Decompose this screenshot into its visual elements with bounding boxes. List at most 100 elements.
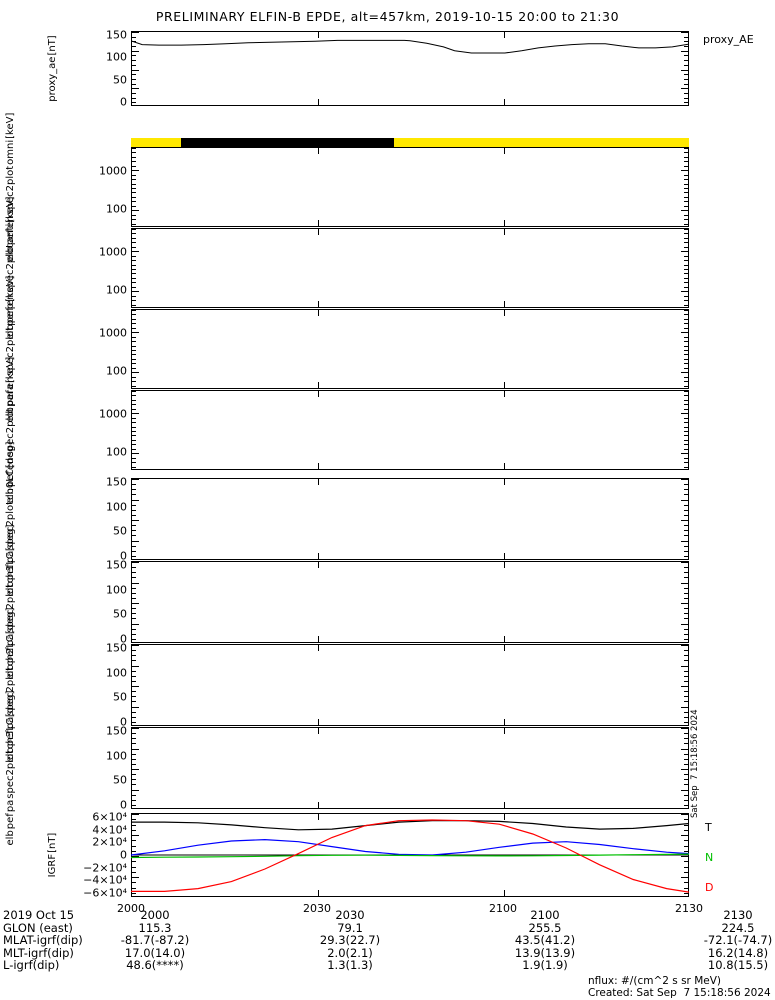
axis-label-line: [keV]	[5, 196, 16, 223]
axis-tick	[684, 696, 688, 697]
annotation-value: 10.8(15.5)	[707, 958, 769, 973]
axis-tick	[132, 681, 136, 682]
axis-tick	[132, 671, 136, 672]
axis-tick	[684, 738, 688, 739]
y-tick-label: 0	[120, 715, 127, 729]
axis-tick	[132, 148, 136, 149]
axis-tick	[681, 835, 688, 836]
axis-label-line: [keV]	[5, 275, 16, 302]
axis-tick	[684, 247, 688, 248]
axis-tick	[132, 453, 139, 454]
axis-tick	[132, 427, 136, 428]
axis-tick	[684, 634, 688, 635]
axis-tick	[132, 598, 136, 599]
axis-tick	[684, 888, 688, 889]
axis-tick	[684, 805, 688, 806]
axis-tick	[684, 197, 688, 198]
annotation-value: 2100	[530, 908, 560, 922]
axis-tick	[684, 467, 688, 468]
axis-tick	[684, 712, 688, 713]
axis-tick	[132, 46, 136, 47]
axis-tick	[132, 449, 136, 450]
axis-tick	[132, 764, 136, 765]
axis-tick	[132, 779, 136, 780]
axis-tick	[684, 282, 688, 283]
axis-tick	[132, 666, 139, 667]
axis-tick	[684, 893, 688, 894]
annotation-label: MLT-igrf(dip)	[3, 945, 74, 960]
axis-tick	[318, 148, 319, 154]
axis-tick	[132, 588, 136, 589]
axis-tick	[132, 341, 136, 342]
annotation-value: 13.9(13.9)	[514, 945, 576, 960]
axis-tick	[132, 707, 139, 708]
axis-tick	[132, 166, 136, 167]
status-bar	[131, 138, 689, 147]
axis-tick	[684, 567, 688, 568]
axis-tick	[684, 535, 688, 536]
axis-tick	[684, 598, 688, 599]
axis-tick	[681, 769, 688, 770]
axis-tick	[132, 872, 136, 873]
axis-tick	[684, 733, 688, 734]
axis-tick	[681, 291, 688, 292]
axis-tick	[132, 282, 136, 283]
axis-tick	[504, 99, 505, 105]
axis-tick	[132, 893, 136, 894]
axis-tick	[132, 784, 136, 785]
axis-tick	[132, 500, 139, 501]
axis-tick	[132, 479, 139, 480]
annotation-value: 43.5(41.2)	[514, 933, 576, 948]
axis-tick	[132, 851, 136, 852]
axis-tick	[684, 861, 688, 862]
axis-tick	[132, 867, 136, 868]
axis-tick	[681, 603, 688, 604]
footer-note: nflux: #/(cm^2 s sr MeV) Created: Sat Sep…	[588, 975, 771, 999]
axis-tick	[132, 32, 139, 33]
annotation-value: 115.3	[138, 920, 172, 935]
axis-tick	[681, 707, 688, 708]
axis-tick	[684, 300, 688, 301]
axis-tick	[684, 819, 688, 820]
axis-label-line: ch2LC	[5, 635, 16, 666]
axis-tick	[318, 728, 319, 734]
axis-tick	[132, 175, 136, 176]
axis-tick	[132, 215, 136, 216]
y-tick-label: 0	[120, 848, 127, 862]
y-tick-label: 50	[113, 73, 127, 87]
axis-tick	[684, 79, 688, 80]
axis-tick	[684, 779, 688, 780]
axis-label-line: ch1LC	[5, 552, 16, 583]
axis-tick	[132, 300, 136, 301]
axis-tick	[132, 825, 136, 826]
axis-tick	[132, 260, 136, 261]
axis-tick	[684, 265, 688, 266]
axis-tick	[684, 391, 688, 392]
axis-tick	[684, 395, 688, 396]
axis-label-pa-ch3lc: elb pef pa spec2plot ch3LC [deg]	[5, 691, 17, 846]
axis-label-line: spec2plot	[5, 749, 16, 799]
axis-tick	[132, 603, 139, 604]
axis-tick	[684, 510, 688, 511]
annotation-value: 48.6(****)	[126, 958, 184, 973]
axis-tick	[132, 359, 136, 360]
axis-tick	[318, 301, 319, 307]
axis-tick	[132, 400, 136, 401]
y-tick-label: 100	[106, 500, 127, 514]
axis-tick	[132, 535, 136, 536]
axis-tick	[504, 728, 505, 734]
axis-tick	[684, 148, 688, 149]
axis-tick	[132, 882, 136, 883]
axis-tick	[132, 431, 136, 432]
axis-tick	[684, 440, 688, 441]
annotation-value: 2130	[723, 908, 753, 922]
axis-tick	[684, 494, 688, 495]
y-tick-label: 100	[106, 202, 127, 216]
axis-tick	[132, 800, 136, 801]
axis-tick	[684, 743, 688, 744]
axis-tick	[132, 354, 136, 355]
axis-label-line: [nT]	[47, 35, 58, 56]
igrf-legend-d: D	[705, 881, 714, 894]
axis-tick	[684, 754, 688, 755]
axis-label-line: [keV]	[5, 356, 16, 383]
